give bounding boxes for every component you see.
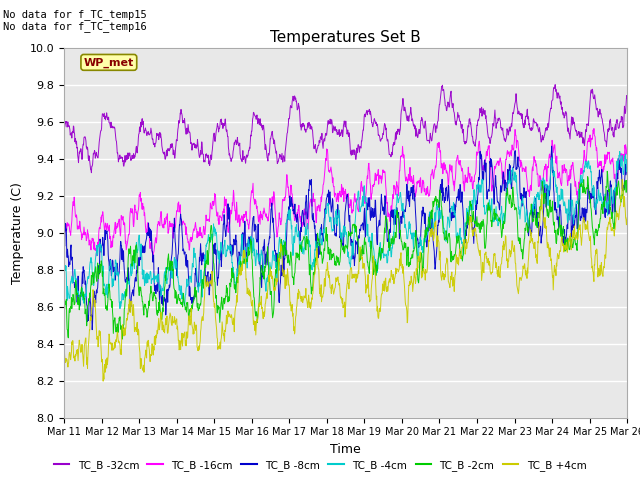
Legend: TC_B -32cm, TC_B -16cm, TC_B -8cm, TC_B -4cm, TC_B -2cm, TC_B +4cm: TC_B -32cm, TC_B -16cm, TC_B -8cm, TC_B … <box>49 456 591 475</box>
Y-axis label: Temperature (C): Temperature (C) <box>11 182 24 284</box>
Text: No data for f_TC_temp16: No data for f_TC_temp16 <box>3 21 147 32</box>
Text: WP_met: WP_met <box>84 57 134 68</box>
Title: Temperatures Set B: Temperatures Set B <box>270 30 421 46</box>
X-axis label: Time: Time <box>330 443 361 456</box>
Text: No data for f_TC_temp15: No data for f_TC_temp15 <box>3 9 147 20</box>
